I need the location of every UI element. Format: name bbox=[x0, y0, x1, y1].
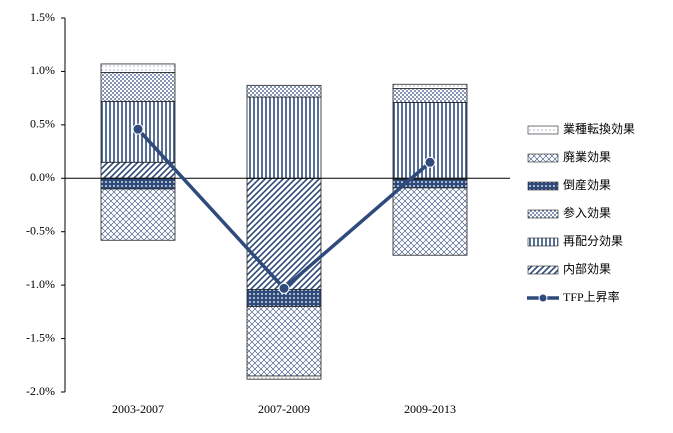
y-tick-label: -2.0% bbox=[26, 384, 55, 398]
legend-swatch bbox=[527, 181, 559, 191]
bar-segment bbox=[392, 83, 468, 89]
x-tick-label: 2003-2007 bbox=[112, 402, 164, 416]
y-tick-label: 1.0% bbox=[30, 63, 55, 77]
bar-segment bbox=[392, 88, 468, 103]
x-tick-label: 2007-2009 bbox=[258, 402, 310, 416]
bar-segment bbox=[246, 375, 322, 380]
bar-segment bbox=[100, 63, 176, 73]
bar-segment bbox=[246, 84, 322, 98]
bar-segment bbox=[100, 161, 176, 179]
y-tick-label: -0.5% bbox=[26, 223, 55, 237]
y-tick-label: 0.0% bbox=[30, 170, 55, 184]
legend-swatch bbox=[527, 237, 559, 247]
legend-label: 倒産効果 bbox=[563, 177, 611, 192]
bar-segment bbox=[246, 177, 322, 290]
y-tick-label: -1.0% bbox=[26, 277, 55, 291]
bar-segment bbox=[246, 96, 322, 179]
bar-segment bbox=[100, 177, 176, 190]
legend-swatch bbox=[527, 153, 559, 163]
legend-swatch bbox=[527, 265, 559, 275]
legend-swatch bbox=[527, 125, 559, 135]
line-marker bbox=[278, 282, 290, 294]
bar-segment bbox=[100, 100, 176, 163]
bar-segment bbox=[246, 306, 322, 377]
x-tick-label: 2009-2013 bbox=[404, 402, 456, 416]
y-tick-label: -1.5% bbox=[26, 330, 55, 344]
legend-label: 業種転換効果 bbox=[563, 121, 635, 136]
legend-label: 廃業効果 bbox=[563, 149, 611, 164]
legend-label: 参入効果 bbox=[563, 205, 611, 220]
line-marker bbox=[424, 156, 436, 168]
legend-swatch bbox=[527, 209, 559, 219]
legend-label: 内部効果 bbox=[563, 261, 611, 276]
y-tick-label: 1.5% bbox=[30, 10, 55, 24]
bar-segment bbox=[100, 188, 176, 241]
legend-swatch bbox=[538, 293, 548, 303]
legend-label: 再配分効果 bbox=[563, 233, 623, 248]
line-marker bbox=[132, 123, 144, 135]
legend-label: TFP上昇率 bbox=[563, 289, 620, 304]
y-tick-label: 0.5% bbox=[30, 117, 55, 131]
bar-segment bbox=[100, 72, 176, 102]
bar-segment bbox=[392, 187, 468, 256]
